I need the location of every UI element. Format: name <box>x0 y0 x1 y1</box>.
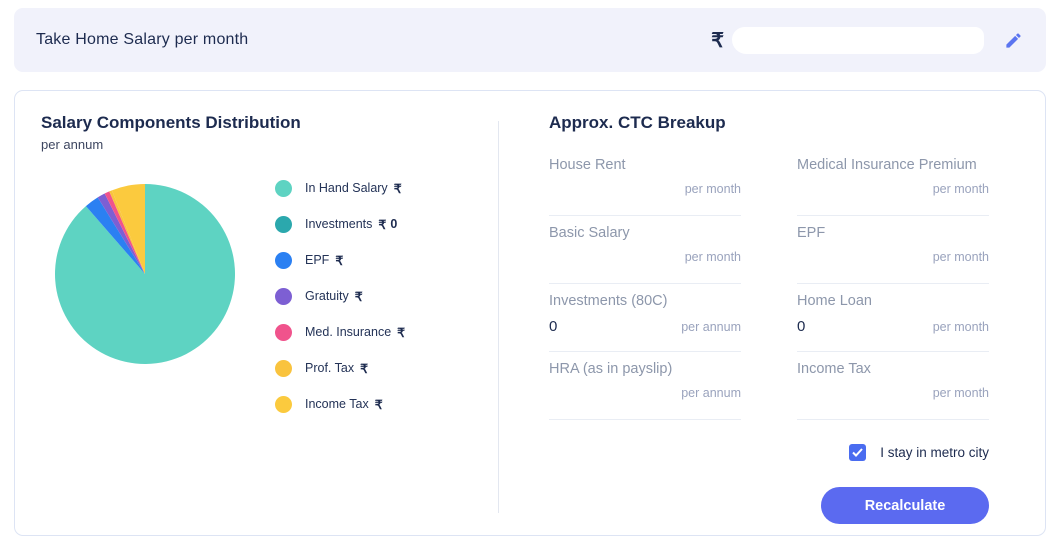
legend-item-epf: EPF ₹ <box>275 242 419 278</box>
rupee-icon: ₹ <box>397 325 406 340</box>
distribution-title: Salary Components Distribution <box>41 113 301 132</box>
field-label: House Rent <box>549 157 626 173</box>
metro-city-label[interactable]: I stay in metro city <box>880 445 989 460</box>
take-home-salary-value-redacted <box>732 26 984 54</box>
rupee-icon: ₹ <box>711 29 724 52</box>
take-home-salary-bar: Take Home Salary per month ₹ <box>14 8 1046 72</box>
field-label: HRA (as in payslip) <box>549 361 673 377</box>
legend-item-investments: Investments ₹ 0 <box>275 206 419 242</box>
legend-dot <box>275 251 292 269</box>
salary-distribution-panel: Salary Components Distribution per annum… <box>15 91 498 535</box>
distribution-subtitle: per annum <box>41 137 104 152</box>
legend-dot <box>275 395 292 413</box>
legend-dot <box>275 323 292 341</box>
field-house-rent: House Rent per month <box>549 157 741 216</box>
field-home-loan: Home Loan 0 per month <box>797 293 989 352</box>
field-label: Medical Insurance Premium <box>797 157 977 173</box>
metro-city-row: I stay in metro city <box>549 444 989 461</box>
rupee-icon: ₹ <box>360 361 369 376</box>
legend-value: 0 <box>390 217 398 231</box>
legend-item-gratuity: Gratuity ₹ <box>275 278 419 314</box>
legend-dot <box>275 215 292 233</box>
rupee-icon: ₹ <box>378 217 387 232</box>
home-loan-input[interactable]: 0 <box>797 318 806 335</box>
take-home-salary-value-group: ₹ <box>711 26 1026 54</box>
metro-city-checkbox[interactable] <box>849 444 867 461</box>
legend-item-in-hand-salary: In Hand Salary ₹ <box>275 170 419 206</box>
legend-label: EPF <box>305 253 330 267</box>
field-label: Home Loan <box>797 293 872 309</box>
recalculate-button[interactable]: Recalculate <box>821 487 989 524</box>
field-unit: per month <box>932 182 989 196</box>
legend-label: In Hand Salary <box>305 181 388 195</box>
pie-chart <box>55 184 235 364</box>
field-medical-insurance-premium: Medical Insurance Premium per month <box>797 157 989 216</box>
legend-label: Prof. Tax <box>305 361 355 375</box>
legend-label: Gratuity <box>305 289 349 303</box>
rupee-icon: ₹ <box>374 397 383 412</box>
salary-breakdown-card: Salary Components Distribution per annum… <box>14 90 1046 536</box>
legend-label: Med. Insurance <box>305 325 392 339</box>
edit-salary-button[interactable] <box>1000 27 1026 53</box>
checkmark-icon <box>852 448 863 457</box>
field-label: EPF <box>797 225 826 241</box>
field-unit: per month <box>932 320 989 334</box>
ctc-breakup-title: Approx. CTC Breakup <box>549 113 726 132</box>
field-epf: EPF per month <box>797 225 989 284</box>
pie-legend: In Hand Salary ₹ Investments ₹ 0 EPF ₹ <box>275 170 419 422</box>
take-home-salary-title: Take Home Salary per month <box>36 31 249 48</box>
chart-row: In Hand Salary ₹ Investments ₹ 0 EPF ₹ <box>41 168 498 422</box>
legend-item-income-tax: Income Tax ₹ <box>275 386 419 422</box>
panel-divider <box>498 121 499 513</box>
legend-item-med-insurance: Med. Insurance ₹ <box>275 314 419 350</box>
rupee-icon: ₹ <box>335 253 344 268</box>
field-investments-80c: Investments (80C) 0 per annum <box>549 293 741 352</box>
field-unit: per month <box>932 250 989 264</box>
field-income-tax: Income Tax per month <box>797 361 989 420</box>
field-unit: per month <box>684 250 741 264</box>
field-unit: per month <box>684 182 741 196</box>
field-unit: per annum <box>681 386 741 400</box>
legend-label: Income Tax <box>305 397 369 411</box>
rupee-icon: ₹ <box>354 289 363 304</box>
field-hra: HRA (as in payslip) per annum <box>549 361 741 420</box>
field-label: Income Tax <box>797 361 871 377</box>
legend-dot <box>275 287 292 305</box>
field-label: Investments (80C) <box>549 293 668 309</box>
pencil-icon <box>1004 31 1023 50</box>
field-unit: per month <box>932 386 989 400</box>
ctc-breakup-panel: Approx. CTC Breakup House Rent per month… <box>499 91 1045 535</box>
field-basic-salary: Basic Salary per month <box>549 225 741 284</box>
field-unit: per annum <box>681 320 741 334</box>
rupee-icon: ₹ <box>393 181 402 196</box>
recalculate-row: Recalculate <box>549 487 989 524</box>
legend-label: Investments <box>305 217 373 231</box>
legend-item-prof-tax: Prof. Tax ₹ <box>275 350 419 386</box>
legend-dot <box>275 179 292 197</box>
investments-80c-input[interactable]: 0 <box>549 318 558 335</box>
legend-dot <box>275 359 292 377</box>
ctc-fields-grid: House Rent per month Medical Insurance P… <box>549 157 989 420</box>
field-label: Basic Salary <box>549 225 630 241</box>
